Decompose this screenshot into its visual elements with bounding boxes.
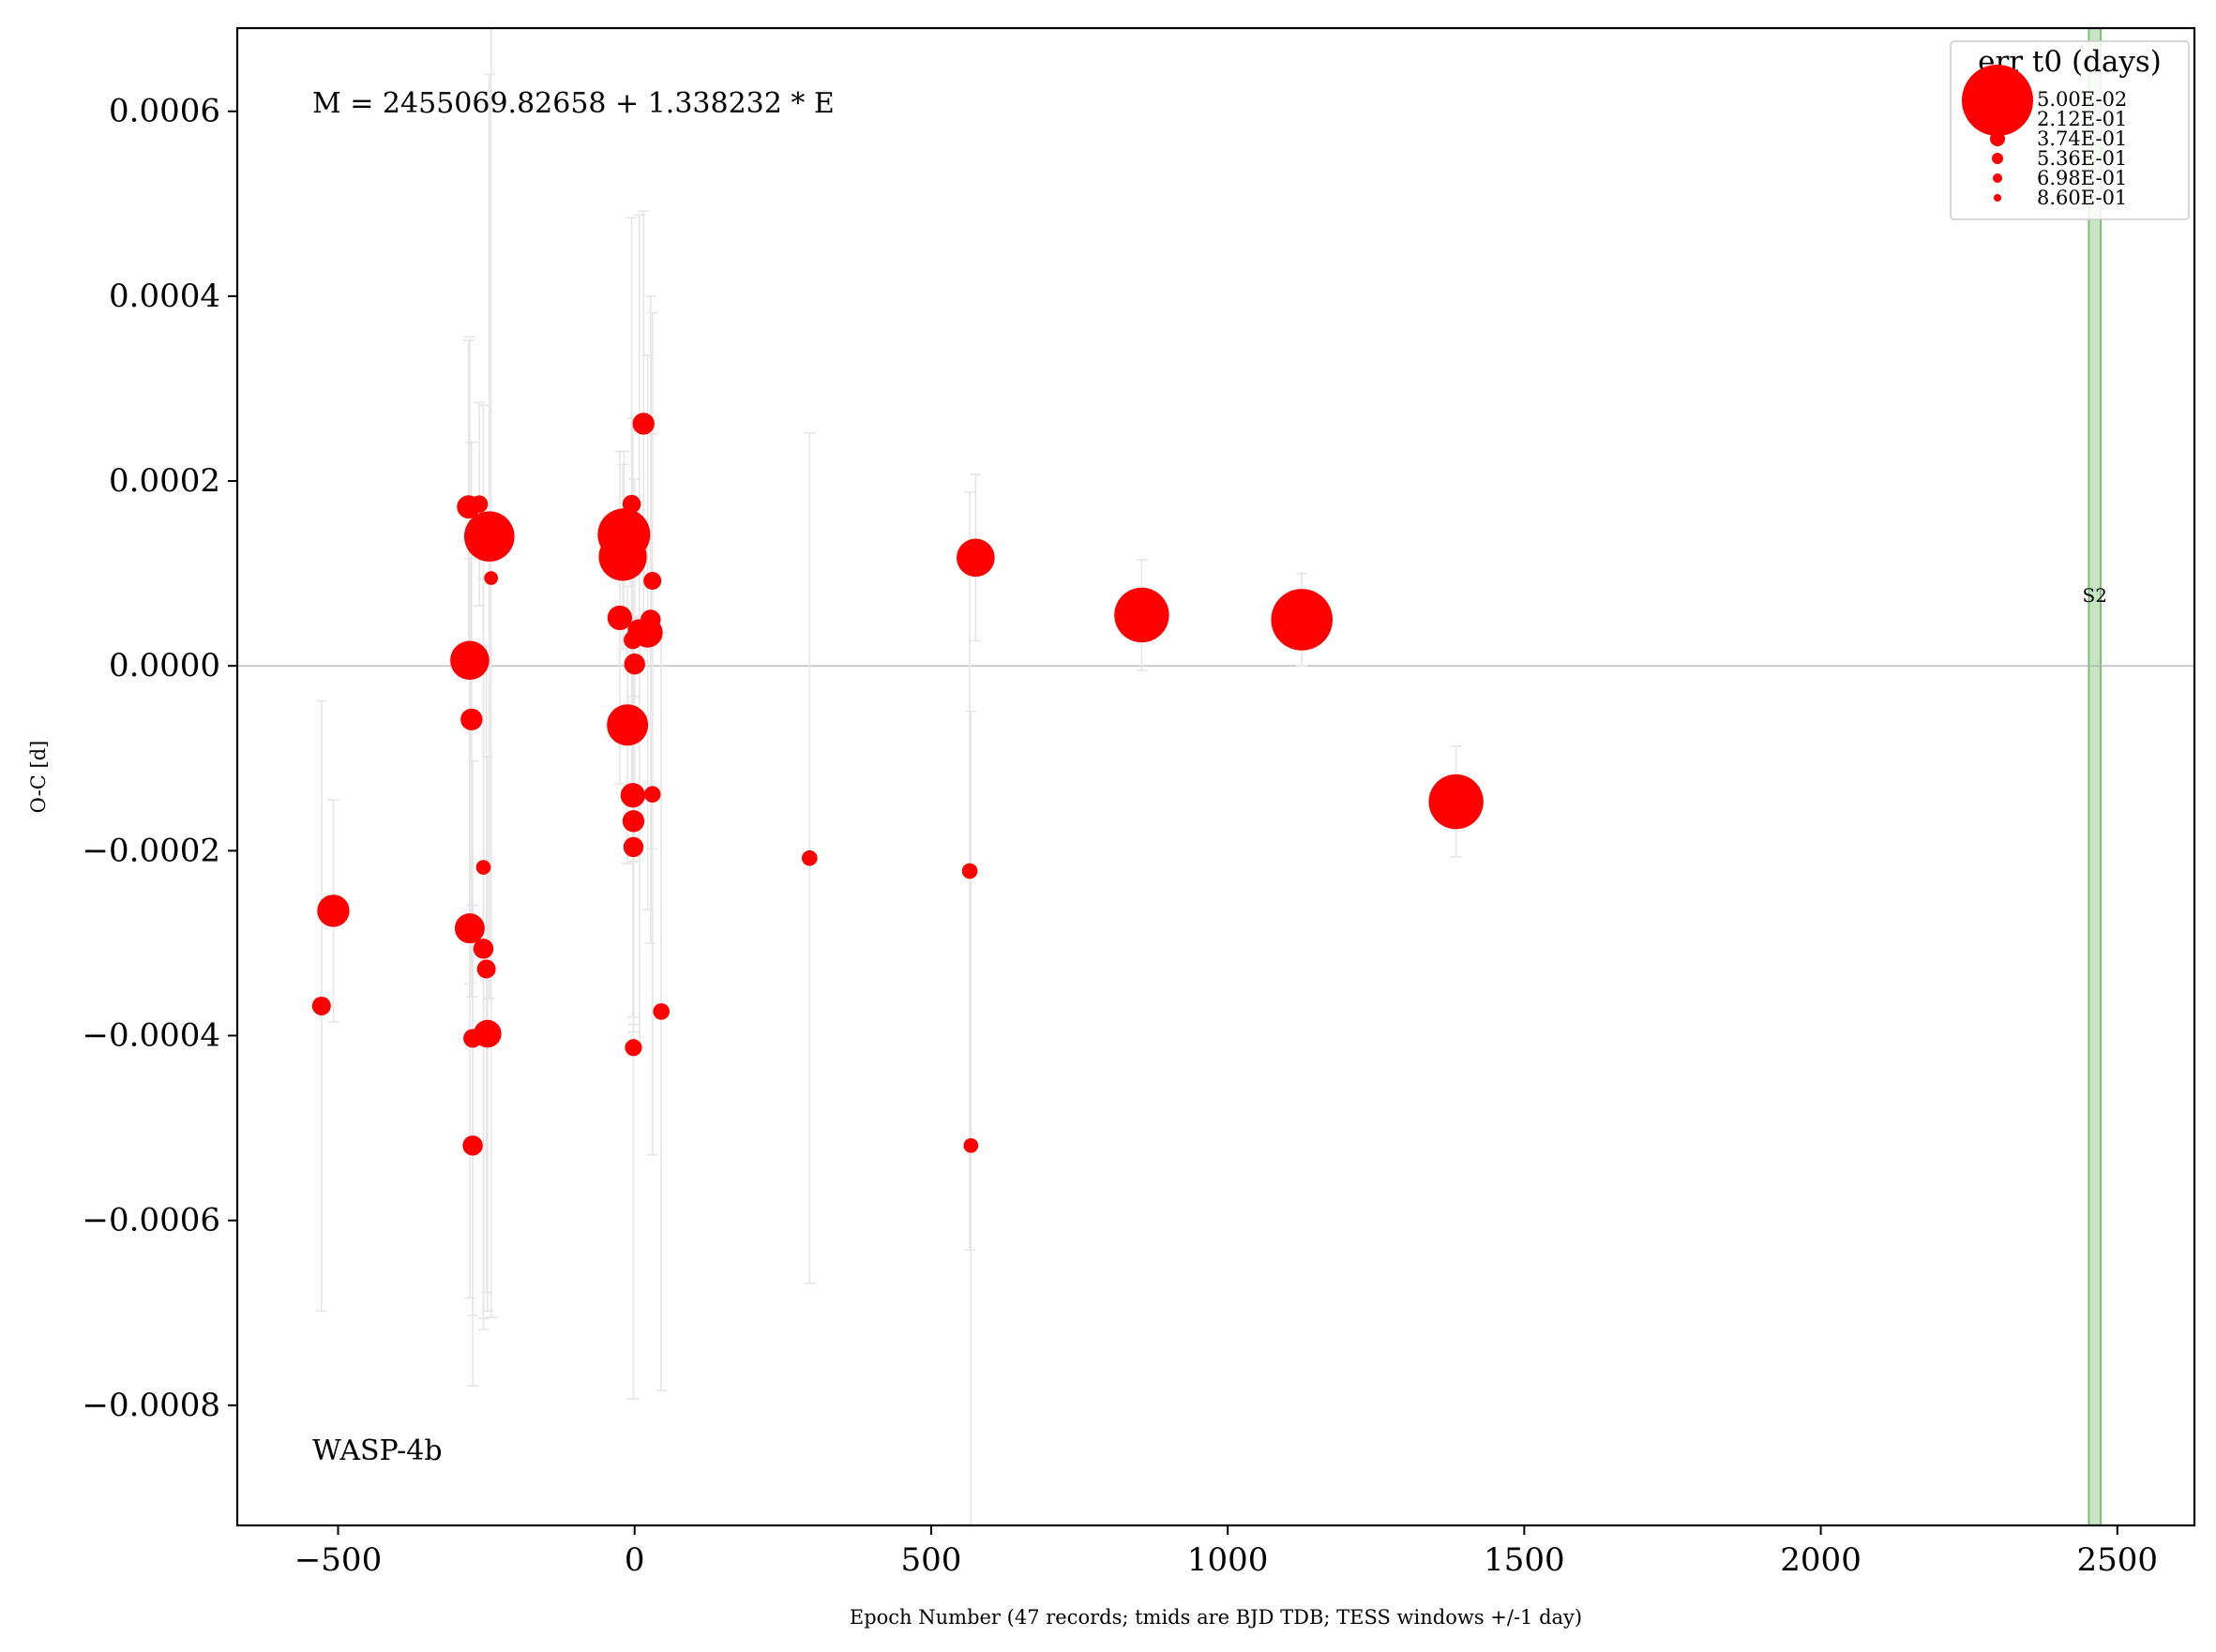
data-point xyxy=(622,810,645,833)
data-point xyxy=(957,538,995,578)
legend-entry-label: 8.60E-01 xyxy=(2037,187,2127,209)
data-point xyxy=(625,1039,642,1057)
legend-marker xyxy=(1988,110,2007,128)
data-point xyxy=(476,959,496,979)
tess-window-band xyxy=(2088,27,2103,1526)
data-point xyxy=(607,605,633,631)
data-point xyxy=(457,495,481,519)
data-point xyxy=(311,996,331,1015)
data-point xyxy=(624,653,645,675)
data-point xyxy=(1271,589,1334,651)
legend: err t0 (days) 8.60E-015.00E-022.12E-013.… xyxy=(1950,40,2190,220)
data-point xyxy=(961,863,978,879)
legend-entry-label: 5.00E-02 xyxy=(2037,88,2127,111)
x-tick-label: −500 xyxy=(294,1541,382,1579)
data-point xyxy=(474,1019,502,1048)
data-point xyxy=(963,1137,979,1153)
y-tick-label: −0.0002 xyxy=(83,832,220,869)
model-annotation: M = 2455069.82658 + 1.338232 * E xyxy=(312,87,835,120)
legend-marker xyxy=(1992,153,2003,164)
data-point xyxy=(620,783,645,808)
data-point xyxy=(317,894,350,927)
data-point xyxy=(1428,773,1484,830)
legend-marker xyxy=(1962,65,2033,136)
legend-entry-label: 5.36E-01 xyxy=(2037,147,2127,170)
data-point xyxy=(801,849,818,866)
x-tick-label: 2000 xyxy=(1780,1541,1862,1579)
x-tick-label: 1500 xyxy=(1484,1541,1565,1579)
data-point xyxy=(454,913,485,944)
legend-entry-label: 2.12E-01 xyxy=(2037,108,2127,130)
data-point xyxy=(632,617,663,648)
y-tick-label: 0.0000 xyxy=(109,647,220,684)
y-tick-label: 0.0006 xyxy=(109,93,220,130)
x-tick-label: 1000 xyxy=(1187,1541,1269,1579)
data-point xyxy=(460,708,483,731)
tess-window-layer xyxy=(2088,27,2103,1526)
data-point xyxy=(484,571,499,585)
data-point xyxy=(607,704,649,746)
legend-marker xyxy=(1994,194,2001,202)
data-point xyxy=(463,511,515,562)
y-axis-ticks: −0.0008 −0.0006 −0.0004 −0.0002 0.0000 0.0002… xyxy=(83,93,237,1424)
x-tick-label: 2500 xyxy=(2077,1541,2159,1579)
data-point xyxy=(475,860,491,875)
data-point xyxy=(623,836,644,858)
data-point xyxy=(643,571,662,591)
data-point xyxy=(473,939,494,959)
y-tick-label: −0.0006 xyxy=(83,1202,220,1239)
tess-window-label: S2 xyxy=(2083,584,2107,607)
y-tick-label: −0.0008 xyxy=(83,1387,220,1424)
y-tick-label: 0.0002 xyxy=(109,462,220,500)
data-point xyxy=(632,413,655,435)
data-point xyxy=(653,1003,670,1020)
legend-marker xyxy=(1993,173,2002,183)
legend-entry-label: 6.98E-01 xyxy=(2037,167,2127,189)
data-point xyxy=(450,640,490,681)
x-tick-label: 500 xyxy=(900,1541,961,1579)
legend-marker xyxy=(1990,131,2005,146)
axes-frame xyxy=(235,26,2196,1527)
legend-entry-label: 3.74E-01 xyxy=(2037,128,2127,150)
data-point xyxy=(643,786,661,803)
x-axis-label: Epoch Number (47 records; tmids are BJD … xyxy=(850,1606,1582,1629)
data-point xyxy=(1114,587,1169,643)
y-tick-label: 0.0004 xyxy=(109,278,220,315)
y-axis-label: O-C [d] xyxy=(27,741,50,814)
target-name-annotation: WASP-4b xyxy=(312,1434,443,1467)
data-point xyxy=(597,508,651,562)
point-layer xyxy=(311,413,1484,1156)
data-point xyxy=(462,1135,483,1156)
x-tick-label: 0 xyxy=(625,1541,645,1579)
x-axis-ticks: −500 0 500 1000 1500 2000 2500 xyxy=(294,1525,2158,1579)
legend-entries: 8.60E-01 5.00E-022.12E-013.74E-015.36E-01… xyxy=(1962,65,2127,209)
y-tick-label: −0.0004 xyxy=(83,1017,220,1055)
